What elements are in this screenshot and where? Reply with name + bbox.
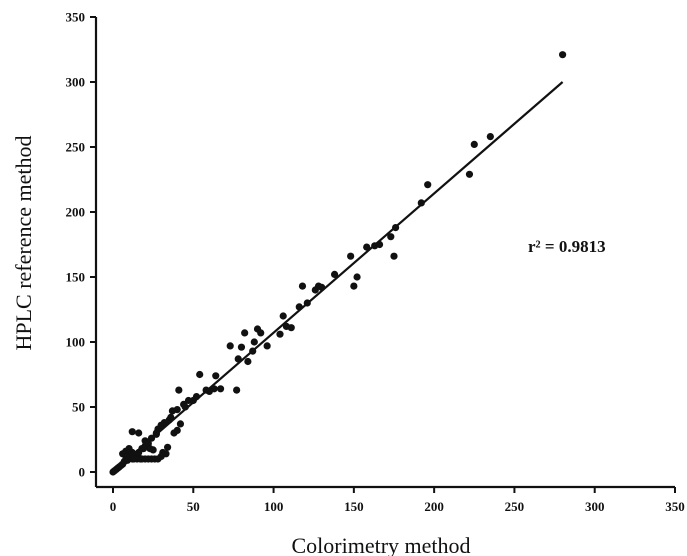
data-point <box>330 270 339 278</box>
data-point <box>128 428 136 436</box>
data-point <box>135 429 143 437</box>
data-point <box>559 51 567 59</box>
data-point <box>212 372 220 380</box>
data-point <box>241 329 249 337</box>
y-tick-label: 300 <box>66 75 86 90</box>
data-point <box>136 455 144 463</box>
data-point <box>350 282 358 290</box>
y-tick-label: 100 <box>66 335 86 350</box>
x-axis-title: Colorimetry method <box>291 533 470 556</box>
y-axis-title: HPLC reference method <box>11 135 36 350</box>
data-point <box>347 252 355 260</box>
data-point <box>298 282 307 290</box>
data-point <box>363 243 371 251</box>
data-point <box>250 338 258 346</box>
regression-line <box>112 81 564 473</box>
y-tick-label: 50 <box>72 400 85 415</box>
x-tick-label: 250 <box>505 499 525 514</box>
data-point <box>216 385 225 393</box>
y-tick-label: 0 <box>79 465 86 480</box>
data-point <box>465 170 474 178</box>
data-point <box>279 312 287 320</box>
data-point <box>173 406 181 414</box>
data-point <box>287 324 295 332</box>
data-point <box>276 330 284 338</box>
data-point <box>159 448 167 457</box>
data-point <box>237 343 246 351</box>
r-squared-annotation: r² = 0.9813 <box>528 237 606 256</box>
data-point <box>257 329 265 337</box>
data-point <box>263 342 271 350</box>
data-point <box>130 455 138 463</box>
data-point <box>424 181 432 189</box>
data-point <box>486 133 494 141</box>
data-point <box>353 273 361 281</box>
x-tick-label: 0 <box>110 499 117 514</box>
x-tick-label: 150 <box>344 499 364 514</box>
data-point <box>125 445 133 453</box>
x-tick-label: 300 <box>585 499 605 514</box>
y-tick-label: 350 <box>66 10 86 25</box>
data-point <box>176 420 185 428</box>
data-point <box>175 386 183 394</box>
data-point <box>226 342 234 350</box>
x-tick-label: 200 <box>424 499 444 514</box>
x-tick-label: 50 <box>187 499 200 514</box>
y-tick-label: 150 <box>66 270 86 285</box>
y-tick-label: 250 <box>66 140 86 155</box>
y-tick-label: 200 <box>66 205 86 220</box>
data-points <box>109 51 567 476</box>
x-tick-label: 350 <box>665 499 685 514</box>
x-tick-label: 100 <box>264 499 284 514</box>
x-ticks: 0 50 100 150 200 250 300 350 <box>110 487 685 514</box>
data-point <box>163 443 172 451</box>
y-ticks: 0 50 100 150 200 250 300 350 <box>66 10 96 480</box>
data-point <box>244 357 252 366</box>
data-point <box>196 370 204 379</box>
data-point <box>180 400 188 408</box>
data-point <box>146 445 154 453</box>
data-point <box>390 252 398 260</box>
data-point <box>470 140 478 148</box>
data-point <box>173 426 181 434</box>
data-point <box>387 233 395 241</box>
data-point <box>233 386 241 394</box>
